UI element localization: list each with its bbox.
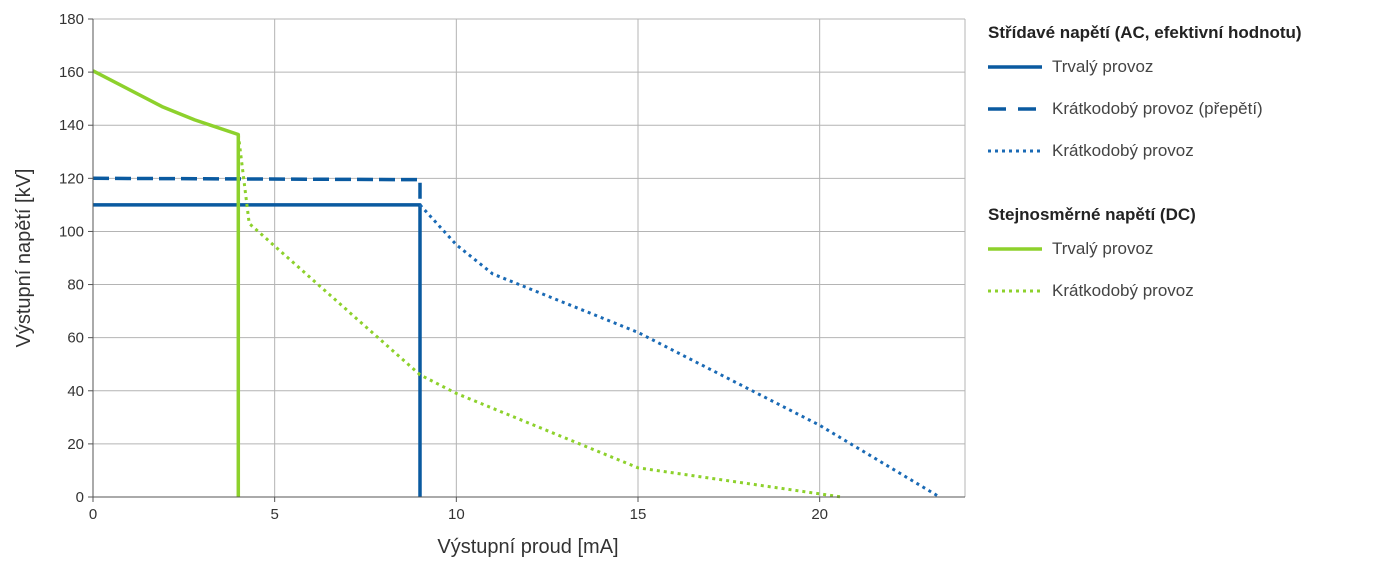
y-tick-label: 40 — [67, 383, 84, 400]
series-line-4 — [236, 134, 842, 499]
x-tick-label: 20 — [811, 506, 828, 523]
legend-swatch-ac-dotted — [988, 149, 1042, 153]
legend-label: Trvalý provoz — [1052, 239, 1154, 258]
series-line-2 — [418, 203, 941, 499]
legend-item-ac-continuous: Trvalý provoz — [988, 46, 1380, 88]
legend-item-dc-continuous: Trvalý provoz — [988, 228, 1380, 270]
x-tick-label: 0 — [89, 506, 97, 523]
legend-label: Krátkodobý provoz — [1052, 141, 1194, 160]
legend-item-ac-short-term: Krátkodobý provoz — [988, 130, 1380, 172]
legend-swatch-dc-solid — [988, 247, 1042, 251]
legend-group-title-ac: Střídavé napětí (AC, efektivní hodnotu) — [988, 23, 1302, 42]
y-tick-label: 180 — [59, 11, 84, 28]
legend-label: Krátkodobý provoz — [1052, 281, 1194, 300]
series-layer — [92, 69, 941, 499]
series-line-0 — [93, 203, 422, 497]
legend-swatch-ac-dashed — [988, 107, 1042, 111]
y-tick-label: 60 — [67, 330, 84, 347]
legend-label: Krátkodobý provoz (přepětí) — [1052, 99, 1263, 118]
legend-swatch-ac-solid — [988, 65, 1042, 69]
y-tick-label: 120 — [59, 170, 84, 187]
axes — [88, 18, 965, 502]
series-line-3 — [92, 69, 241, 497]
y-tick-label: 20 — [67, 436, 84, 453]
legend-item-ac-overvoltage: Krátkodobý provoz (přepětí) — [988, 88, 1380, 130]
legend-label: Trvalý provoz — [1052, 57, 1154, 76]
y-tick-label: 80 — [67, 277, 84, 294]
x-tick-label: 5 — [270, 506, 278, 523]
tick-labels: 0 20 40 60 80 100 120 140 160 180 0 5 10 15 20 — [59, 11, 828, 523]
y-tick-label: 160 — [59, 64, 84, 81]
x-axis-label: Výstupní proud [mA] — [437, 536, 618, 558]
legend-item-dc-short-term: Krátkodobý provoz — [988, 270, 1380, 312]
y-axis-label: Výstupní napětí [kV] — [13, 169, 35, 348]
x-tick-label: 15 — [630, 506, 647, 523]
y-tick-label: 100 — [59, 223, 84, 240]
legend-group-title-dc: Stejnosměrné napětí (DC) — [988, 205, 1196, 224]
y-tick-label: 0 — [76, 489, 84, 506]
y-tick-label: 140 — [59, 117, 84, 134]
grid — [92, 18, 966, 498]
legend: Střídavé napětí (AC, efektivní hodnotu) … — [988, 20, 1380, 312]
x-tick-label: 10 — [448, 506, 465, 523]
series-line-1 — [92, 176, 422, 205]
legend-swatch-dc-dotted — [988, 289, 1042, 293]
chart: 0 20 40 60 80 100 120 140 160 180 0 5 10 15 20 Výstupn… — [13, 11, 966, 558]
